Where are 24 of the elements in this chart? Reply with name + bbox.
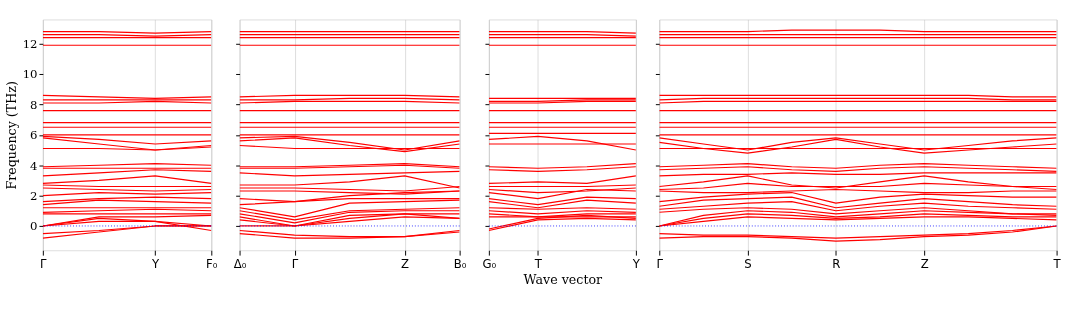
x-tick-label: B₀ bbox=[453, 257, 467, 272]
y-tick-label: 0 bbox=[30, 219, 38, 234]
x-tick-label: T bbox=[1052, 257, 1062, 272]
y-tick-label: 6 bbox=[30, 128, 38, 143]
x-tick-label: S bbox=[744, 257, 752, 272]
x-tick-label: Γ bbox=[40, 257, 48, 272]
x-tick-label: F₀ bbox=[206, 257, 218, 272]
x-tick-label: Γ bbox=[656, 257, 664, 272]
x-tick-label: Δ₀ bbox=[233, 257, 247, 272]
y-tick-label: 10 bbox=[22, 67, 38, 82]
x-tick-label: G₀ bbox=[482, 257, 497, 272]
x-tick-label: Γ bbox=[291, 257, 299, 272]
y-tick-label: 4 bbox=[30, 158, 38, 173]
x-tick-label: Y bbox=[151, 257, 161, 272]
x-tick-label: Z bbox=[401, 257, 410, 272]
x-axis-title: Wave vector bbox=[523, 271, 604, 287]
x-tick-label: R bbox=[832, 257, 841, 272]
y-tick-label: 12 bbox=[22, 37, 38, 52]
x-tick-label: Z bbox=[920, 257, 929, 272]
x-tick-label: Y bbox=[631, 257, 641, 272]
x-tick-label: T bbox=[533, 257, 543, 272]
y-axis-title: Frequency (THz) bbox=[3, 81, 19, 190]
y-tick-label: 8 bbox=[30, 97, 38, 112]
y-tick-label: 2 bbox=[30, 188, 38, 203]
